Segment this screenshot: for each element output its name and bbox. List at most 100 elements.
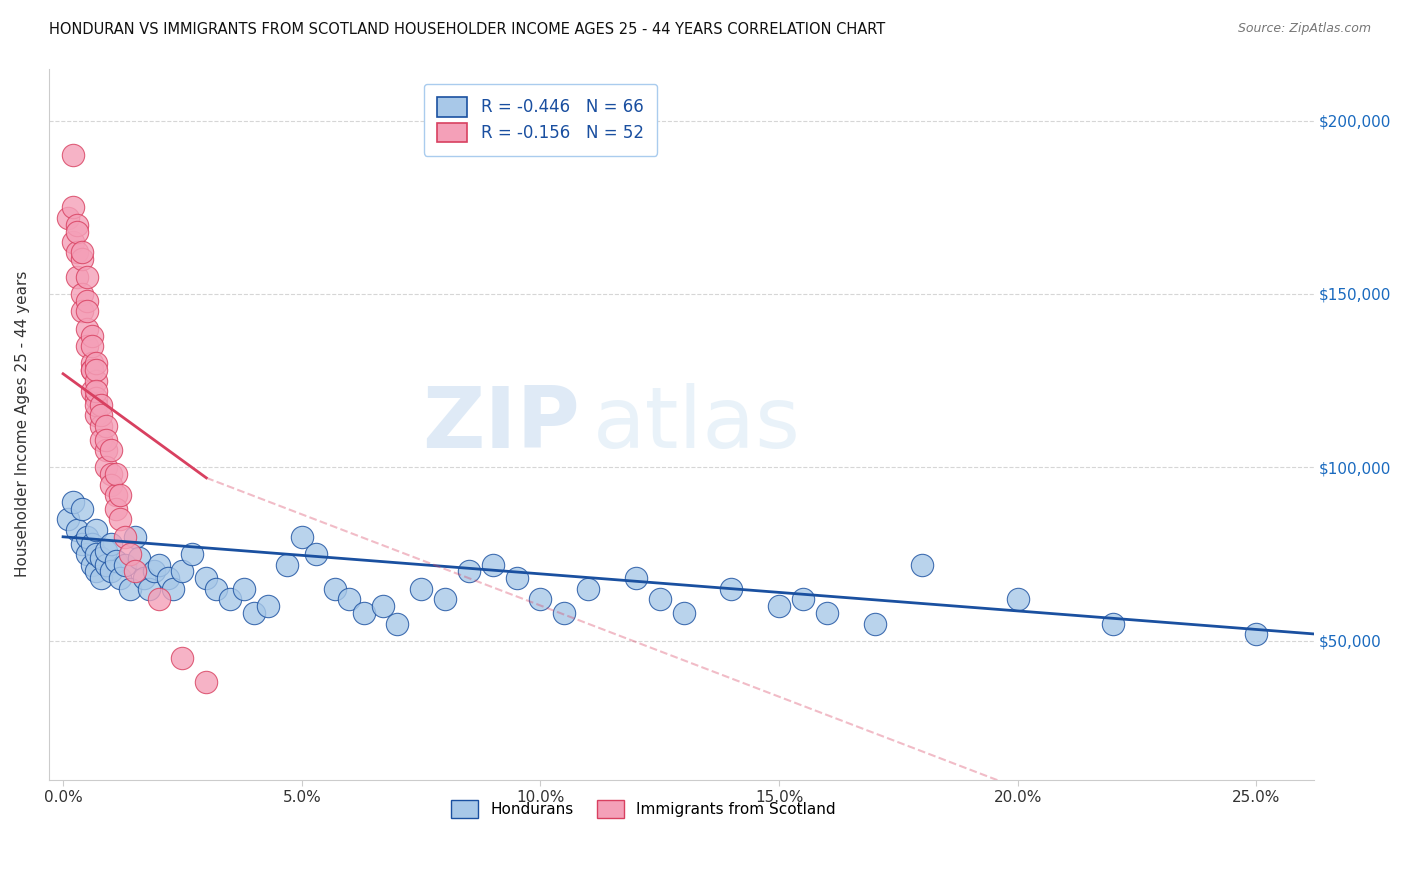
Point [157, 571, 180, 585]
Point [128, 550, 150, 565]
Point [56, 211, 79, 225]
Point [323, 582, 346, 596]
Point [205, 582, 228, 596]
Point [1246, 627, 1268, 641]
Point [86, 356, 108, 370]
Point [70, 304, 93, 318]
Point [118, 547, 141, 561]
Point [80, 328, 103, 343]
Point [86, 565, 108, 579]
Point [94, 433, 117, 447]
Point [624, 571, 647, 585]
Point [387, 616, 409, 631]
Point [124, 565, 146, 579]
Point [110, 512, 132, 526]
Point [291, 530, 314, 544]
Point [90, 418, 112, 433]
Point [815, 606, 838, 620]
Point [233, 582, 256, 596]
Point [100, 537, 122, 551]
Point [114, 558, 136, 572]
Point [94, 443, 117, 458]
Point [553, 606, 575, 620]
Point [76, 293, 98, 308]
Point [76, 304, 98, 318]
Point [433, 592, 456, 607]
Point [90, 571, 112, 585]
Point [100, 443, 122, 458]
Point [219, 592, 242, 607]
Text: atlas: atlas [593, 383, 800, 466]
Point [371, 599, 394, 614]
Point [195, 675, 218, 690]
Point [56, 512, 79, 526]
Point [100, 477, 122, 491]
Point [672, 606, 695, 620]
Point [86, 398, 108, 412]
Point [62, 200, 84, 214]
Point [70, 502, 93, 516]
Point [90, 409, 112, 423]
Point [305, 547, 328, 561]
Point [80, 384, 103, 398]
Point [142, 565, 165, 579]
Point [66, 269, 89, 284]
Point [505, 571, 527, 585]
Point [648, 592, 671, 607]
Point [148, 558, 170, 572]
Point [70, 537, 93, 551]
Point [104, 502, 127, 516]
Point [104, 488, 127, 502]
Point [80, 339, 103, 353]
Point [148, 592, 170, 607]
Point [181, 547, 204, 561]
Point [86, 384, 108, 398]
Point [66, 523, 89, 537]
Legend: Hondurans, Immigrants from Scotland: Hondurans, Immigrants from Scotland [443, 792, 844, 825]
Point [100, 467, 122, 482]
Point [1102, 616, 1125, 631]
Point [90, 398, 112, 412]
Point [114, 530, 136, 544]
Point [457, 565, 479, 579]
Point [86, 547, 108, 561]
Point [80, 558, 103, 572]
Point [94, 558, 117, 572]
Point [80, 363, 103, 377]
Point [243, 606, 266, 620]
Point [110, 571, 132, 585]
Point [94, 460, 117, 475]
Point [118, 582, 141, 596]
Point [86, 363, 108, 377]
Text: HONDURAN VS IMMIGRANTS FROM SCOTLAND HOUSEHOLDER INCOME AGES 25 - 44 YEARS CORRE: HONDURAN VS IMMIGRANTS FROM SCOTLAND HOU… [49, 22, 886, 37]
Point [90, 550, 112, 565]
Point [409, 582, 432, 596]
Point [70, 252, 93, 267]
Point [863, 616, 886, 631]
Point [76, 321, 98, 335]
Point [720, 582, 742, 596]
Point [62, 235, 84, 249]
Point [80, 363, 103, 377]
Point [76, 547, 98, 561]
Point [104, 467, 127, 482]
Point [124, 530, 146, 544]
Point [529, 592, 551, 607]
Point [162, 582, 184, 596]
Point [172, 651, 194, 665]
Point [768, 599, 790, 614]
Point [66, 218, 89, 232]
Point [70, 287, 93, 301]
Point [94, 543, 117, 558]
Point [1007, 592, 1029, 607]
Y-axis label: Householder Income Ages 25 - 44 years: Householder Income Ages 25 - 44 years [15, 271, 30, 577]
Point [172, 565, 194, 579]
Point [66, 245, 89, 260]
Point [86, 374, 108, 388]
Point [90, 433, 112, 447]
Text: ZIP: ZIP [422, 383, 581, 466]
Point [911, 558, 934, 572]
Point [62, 495, 84, 509]
Point [104, 554, 127, 568]
Point [195, 571, 218, 585]
